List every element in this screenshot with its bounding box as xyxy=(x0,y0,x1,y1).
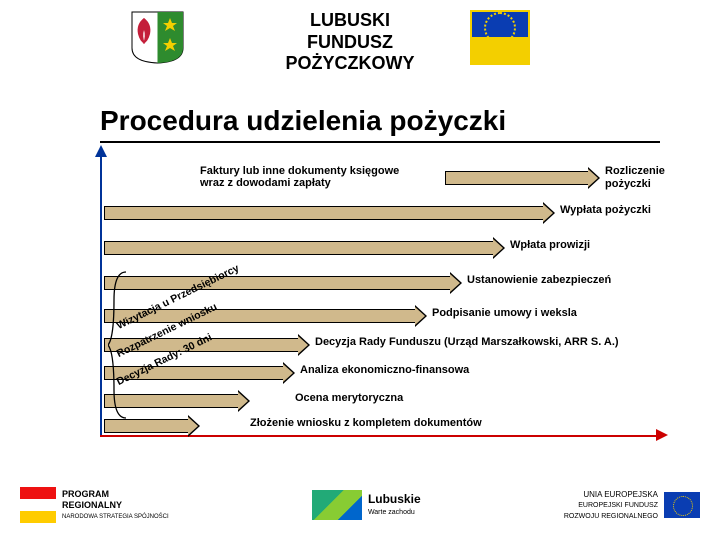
step-arrow-zlozenie xyxy=(104,419,200,433)
curly-brace-icon xyxy=(108,270,132,420)
efrr-line1: UNIA EUROPEJSKA xyxy=(583,490,658,499)
pr-line2: REGIONALNY xyxy=(62,500,122,510)
title-line3: POŻYCZKOWY xyxy=(286,53,415,73)
lubuskie-logo: Lubuskie Warte zachodu xyxy=(312,490,421,520)
x-axis-arrowhead-icon xyxy=(656,429,668,441)
efrr-line2: EUROPEJSKI FUNDUSZ xyxy=(578,502,658,509)
header-title: LUBUSKI FUNDUSZ POŻYCZKOWY xyxy=(260,10,440,75)
step-arrow-wyplata xyxy=(104,206,555,220)
y-axis xyxy=(100,150,102,435)
step-label-zlozenie: Złożenie wniosku z kompletem dokumentów xyxy=(250,417,482,429)
efrr-line3: ROZWOJU REGIONALNEGO xyxy=(564,513,658,520)
lubuskie-icon xyxy=(312,490,362,520)
y-axis-arrowhead-icon xyxy=(95,145,107,157)
eu-flag-icon xyxy=(470,10,530,65)
title-line1: LUBUSKI xyxy=(310,10,390,30)
program-regionalny-logo: PROGRAM REGIONALNY NARODOWA STRATEGIA SP… xyxy=(20,487,169,523)
step-label-rozliczenie: Rozliczenie pożyczki xyxy=(605,165,695,190)
step-arrow-zabezp xyxy=(104,276,462,290)
x-axis xyxy=(100,435,658,437)
efrr-logo: UNIA EUROPEJSKA EUROPEJSKI FUNDUSZ ROZWO… xyxy=(564,489,700,521)
pr-icon xyxy=(20,487,56,523)
lub-line2: Warte zachodu xyxy=(368,509,415,516)
lub-line1: Lubuskie xyxy=(368,492,421,506)
step-arrow-rozliczenie xyxy=(445,171,600,185)
header: LUBUSKI FUNDUSZ POŻYCZKOWY xyxy=(0,10,720,90)
pr-line1: PROGRAM xyxy=(62,489,109,499)
step-label-wyplata: Wypłata pożyczki xyxy=(560,204,651,216)
lubuskie-crest-icon xyxy=(130,10,185,65)
pr-line3: NARODOWA STRATEGIA SPÓJNOŚCI xyxy=(62,514,169,520)
footer: PROGRAM REGIONALNY NARODOWA STRATEGIA SP… xyxy=(20,476,700,534)
step-arrow-prowizja xyxy=(104,241,505,255)
step-label-prowizja: Wpłata prowizji xyxy=(510,239,590,251)
title-line2: FUNDUSZ xyxy=(307,32,393,52)
step-label-umowa: Podpisanie umowy i weksla xyxy=(432,307,577,319)
step-label-merytoryczna: Ocena merytoryczna xyxy=(295,392,403,404)
eu-icon xyxy=(664,492,700,518)
step-label-zabezp: Ustanowienie zabezpieczeń xyxy=(467,274,611,286)
note-line2: wraz z dowodami zapłaty xyxy=(200,177,440,189)
page-title: Procedura udzielenia pożyczki xyxy=(100,105,660,143)
note-line1: Faktury lub inne dokumenty księgowe xyxy=(200,165,399,177)
invoice-docs-note: Faktury lub inne dokumenty księgowe wraz… xyxy=(200,165,440,189)
step-label-decyzja: Decyzja Rady Funduszu (Urząd Marszałkows… xyxy=(315,336,619,348)
step-label-analiza: Analiza ekonomiczno-finansowa xyxy=(300,364,469,376)
